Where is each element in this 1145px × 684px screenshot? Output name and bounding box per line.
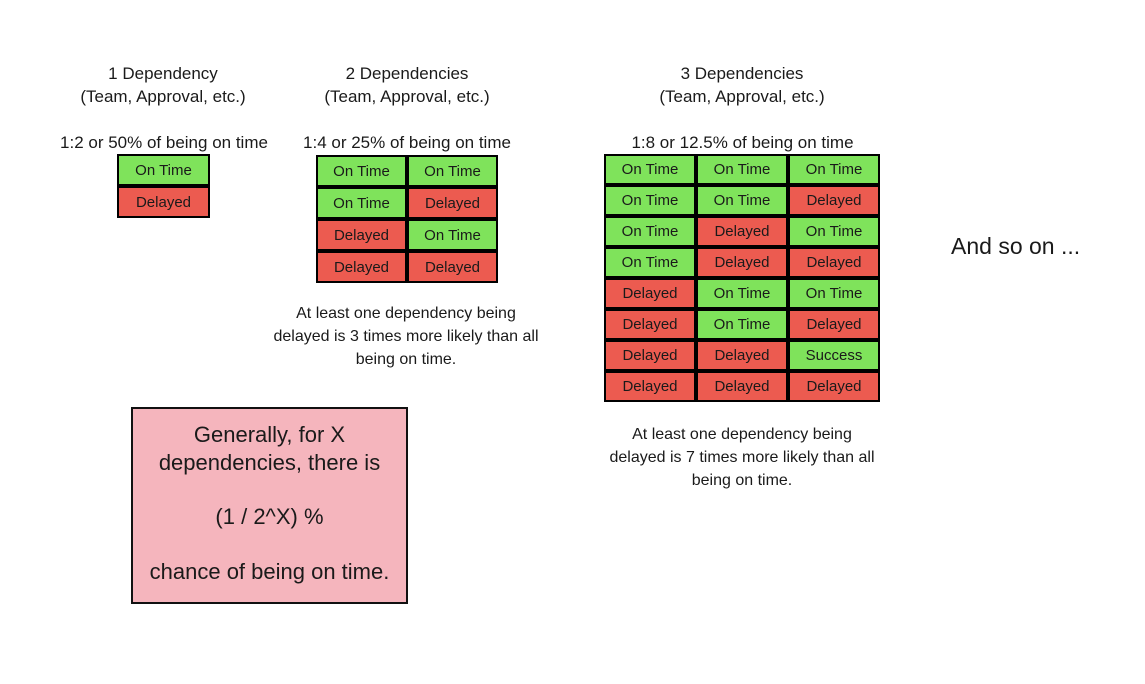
outcome-cell-delayed: Delayed bbox=[604, 340, 696, 371]
section-3-ratio: 1:8 or 12.5% of being on time bbox=[631, 133, 854, 152]
outcome-cell-ontime: On Time bbox=[117, 154, 210, 186]
section-3-heading: 3 Dependencies (Team, Approval, etc.) bbox=[632, 62, 852, 108]
outcome-cell-ontime: On Time bbox=[604, 216, 696, 247]
section-1-title: 1 Dependency bbox=[108, 64, 218, 83]
outcome-cell-ontime: On Time bbox=[696, 185, 788, 216]
outcome-cell-delayed: Delayed bbox=[407, 251, 498, 283]
outcome-cell-delayed: Delayed bbox=[696, 340, 788, 371]
outcome-cell-ontime: On Time bbox=[788, 216, 880, 247]
outcome-cell-delayed: Delayed bbox=[788, 247, 880, 278]
outcome-cell-success: Success bbox=[788, 340, 880, 371]
section-3-note-line: being on time. bbox=[691, 472, 793, 489]
section-3-note-line: At least one dependency being bbox=[632, 426, 852, 443]
outcome-cell-delayed: Delayed bbox=[788, 185, 880, 216]
section-3-outcome-grid: On Time On Time On Time On Time On Time Delay… bbox=[604, 154, 880, 402]
and-so-on-text: And so on ... bbox=[951, 233, 1081, 259]
outcome-cell-delayed: Delayed bbox=[117, 186, 210, 218]
section-2-note-line: At least one dependency being bbox=[296, 305, 516, 322]
outcome-cell-delayed: Delayed bbox=[696, 247, 788, 278]
outcome-cell-ontime: On Time bbox=[604, 185, 696, 216]
section-2-note-line: delayed is 3 times more likely than all bbox=[273, 328, 539, 345]
section-3-title: 3 Dependencies bbox=[680, 64, 804, 83]
section-1-ratio: 1:2 or 50% of being on time bbox=[60, 133, 268, 152]
section-2-title: 2 Dependencies bbox=[345, 64, 469, 83]
summary-line: dependencies, there is bbox=[158, 450, 381, 475]
outcome-cell-delayed: Delayed bbox=[407, 187, 498, 219]
section-2-ratio: 1:4 or 25% of being on time bbox=[303, 133, 511, 152]
outcome-cell-delayed: Delayed bbox=[316, 219, 407, 251]
outcome-cell-ontime: On Time bbox=[696, 278, 788, 309]
outcome-cell-delayed: Delayed bbox=[696, 216, 788, 247]
outcome-cell-ontime: On Time bbox=[316, 187, 407, 219]
outcome-cell-ontime: On Time bbox=[407, 155, 498, 187]
section-2-note: At least one dependency being delayed is… bbox=[256, 302, 556, 371]
outcome-cell-ontime: On Time bbox=[696, 154, 788, 185]
outcome-cell-delayed: Delayed bbox=[788, 309, 880, 340]
outcome-cell-delayed: Delayed bbox=[696, 371, 788, 402]
outcome-cell-ontime: On Time bbox=[696, 309, 788, 340]
section-2-note-line: being on time. bbox=[355, 351, 457, 368]
outcome-cell-delayed: Delayed bbox=[788, 371, 880, 402]
summary-formula: (1 / 2^X) % bbox=[215, 504, 324, 529]
outcome-cell-ontime: On Time bbox=[604, 247, 696, 278]
summary-box: Generally, for X dependencies, there is … bbox=[131, 407, 408, 604]
section-2-outcome-grid: On Time On Time On Time Delayed Delayed On Ti… bbox=[316, 155, 498, 283]
outcome-cell-ontime: On Time bbox=[407, 219, 498, 251]
outcome-cell-delayed: Delayed bbox=[316, 251, 407, 283]
outcome-cell-ontime: On Time bbox=[788, 278, 880, 309]
outcome-cell-delayed: Delayed bbox=[604, 371, 696, 402]
section-3-note: At least one dependency being delayed is… bbox=[591, 423, 893, 492]
section-1-outcome-grid: On Time Delayed bbox=[117, 154, 210, 218]
summary-line: Generally, for X bbox=[193, 422, 346, 447]
outcome-cell-ontime: On Time bbox=[316, 155, 407, 187]
section-1-heading: 1 Dependency (Team, Approval, etc.) bbox=[53, 62, 273, 108]
section-1-subtitle: (Team, Approval, etc.) bbox=[80, 87, 246, 106]
outcome-cell-delayed: Delayed bbox=[604, 309, 696, 340]
section-2-subtitle: (Team, Approval, etc.) bbox=[324, 87, 490, 106]
outcome-cell-delayed: Delayed bbox=[604, 278, 696, 309]
summary-line: chance of being on time. bbox=[149, 559, 390, 584]
outcome-cell-ontime: On Time bbox=[788, 154, 880, 185]
section-3-note-line: delayed is 7 times more likely than all bbox=[609, 449, 875, 466]
section-2-heading: 2 Dependencies (Team, Approval, etc.) bbox=[297, 62, 517, 108]
outcome-cell-ontime: On Time bbox=[604, 154, 696, 185]
section-3-subtitle: (Team, Approval, etc.) bbox=[659, 87, 825, 106]
